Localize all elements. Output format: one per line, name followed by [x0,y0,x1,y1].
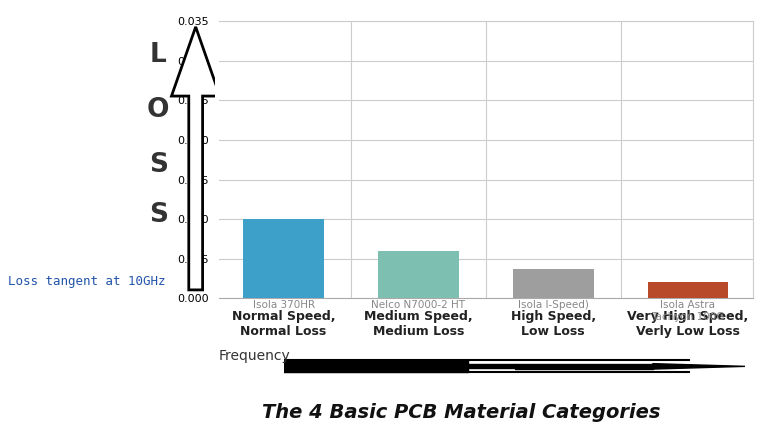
Text: O: O [147,97,170,123]
Polygon shape [653,364,745,369]
Bar [647,282,728,298]
Text: S: S [149,152,168,178]
Bar [243,219,324,298]
Text: Isola Astra
Tachyon 100G: Isola Astra Tachyon 100G [651,300,725,322]
Text: The 4 Basic PCB Material Categories: The 4 Basic PCB Material Categories [262,403,660,422]
Text: Loss tangent at 10GHz: Loss tangent at 10GHz [8,275,165,288]
Bar [513,269,594,298]
Text: Nelco N7000-2 HT: Nelco N7000-2 HT [372,300,465,311]
Text: L: L [150,41,167,68]
Polygon shape [171,27,220,290]
Text: Isola I-Speed): Isola I-Speed) [518,300,588,311]
Bar [378,251,458,298]
Text: S: S [149,202,168,228]
Text: Frequency: Frequency [219,349,290,363]
Text: Isola 370HR: Isola 370HR [253,300,315,311]
